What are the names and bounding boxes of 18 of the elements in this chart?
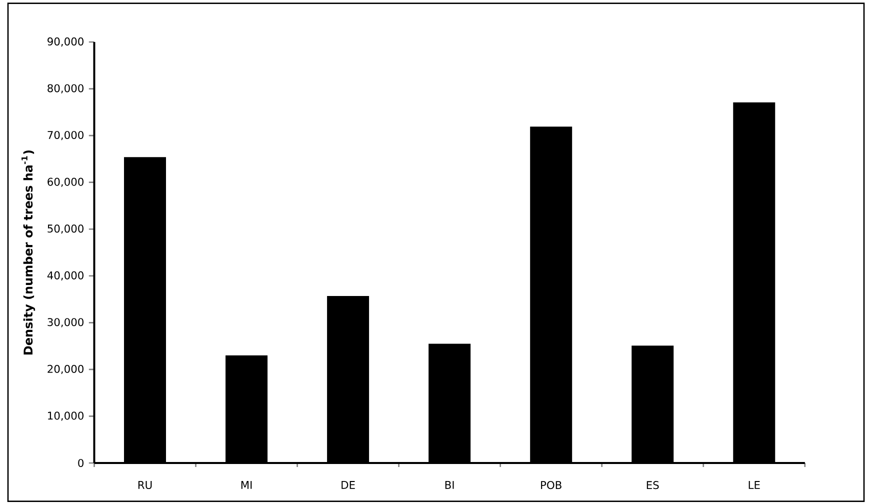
x-tick-label: BI [445,481,454,489]
y-tick-label: 70,000 [48,130,84,140]
y-axis-title: Density (number of trees ha$^{-1}$) [22,150,36,354]
y-tick-label: 10,000 [48,412,84,421]
y-tick-label: 20,000 [48,364,84,374]
y-tick-label: 40,000 [47,271,84,280]
y-tick-label: 80,000 [48,84,84,94]
x-tick-label: DE [342,481,355,489]
x-tick-label: ES [646,481,659,490]
x-tick-label: MI [241,481,252,489]
x-tick-label: LE [748,481,760,489]
y-tick-label: 60,000 [48,178,84,187]
y-tick-label: 30,000 [48,318,84,328]
x-tick-label: POB [541,481,562,490]
y-tick-label: 0 [78,458,84,468]
y-tick-label: 50,000 [48,224,84,234]
x-tick-label: RU [138,481,152,489]
y-tick-label: 90,000 [48,37,84,47]
